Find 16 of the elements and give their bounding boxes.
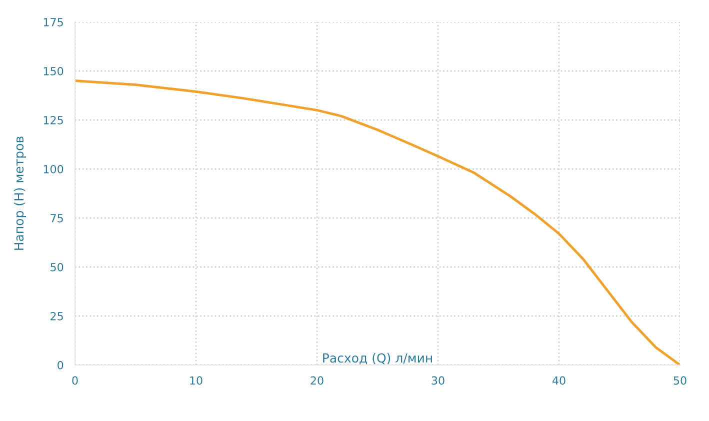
y-tick-label: 25 [50, 312, 63, 320]
x-axis-title: Расход (Q) л/мин [323, 353, 432, 364]
x-tick-label: 20 [310, 376, 324, 385]
x-tick-label: 0 [72, 376, 78, 385]
x-tick-label: 40 [552, 376, 566, 385]
y-tick-label: 175 [44, 18, 63, 26]
y-axis-title: Напор (H) метров [14, 136, 26, 250]
y-tick-label: 100 [44, 164, 64, 174]
x-tick-label: 50 [674, 376, 686, 385]
x-tick-label: 10 [190, 376, 202, 385]
y-tick-label: 0 [58, 360, 64, 370]
y-tick-label: 125 [44, 116, 63, 124]
y-tick-label: 75 [50, 214, 63, 222]
x-tick-label: 30 [432, 376, 444, 385]
y-tick-label: 150 [44, 66, 64, 76]
y-tick-label: 50 [50, 262, 64, 272]
